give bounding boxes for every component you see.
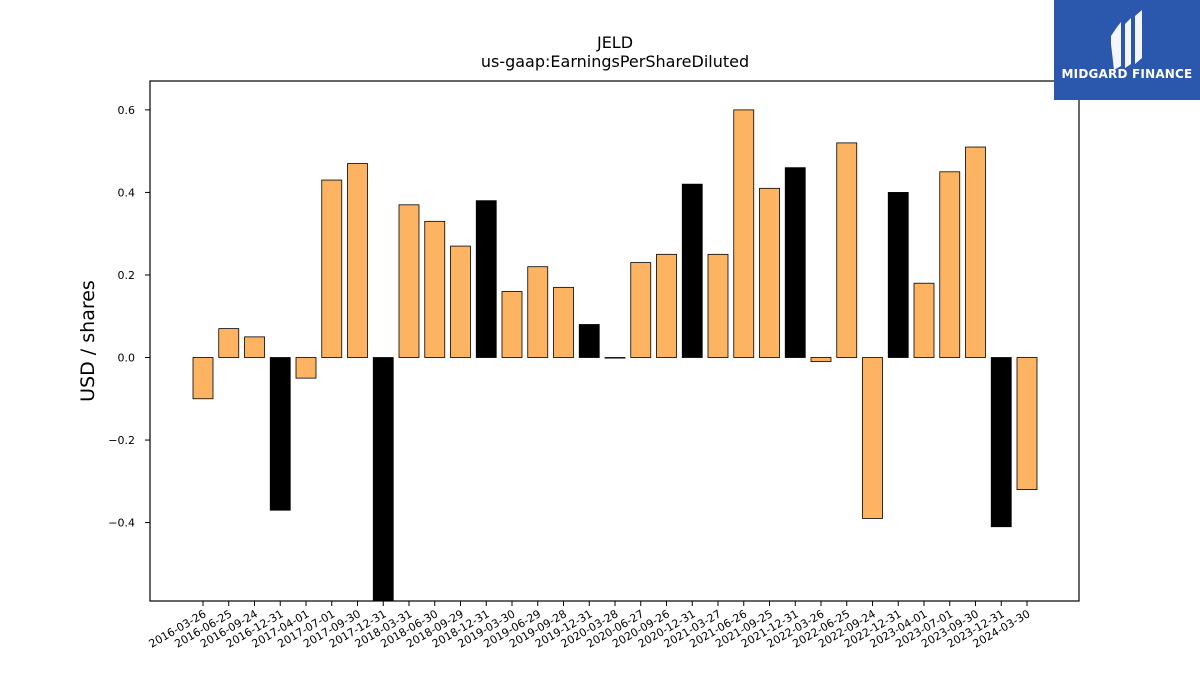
bar-2023-09-30 [965, 146, 986, 358]
bar-2017-09-30 [347, 163, 368, 358]
logo-text: MIDGARD FINANCE [1061, 67, 1193, 81]
y-tick-label: 0.2 [118, 269, 136, 282]
bar-2021-09-25 [759, 187, 780, 358]
bar-2020-06-27 [630, 262, 652, 358]
bar-2017-07-01 [321, 179, 343, 358]
bar-2016-09-24 [244, 336, 265, 358]
bar-2017-04-01 [295, 357, 317, 379]
y-tick-label: 0.0 [118, 352, 136, 365]
bar-2016-06-25 [218, 328, 240, 358]
bars-group [192, 109, 1038, 602]
x-ticks-group: 2016-03-262016-06-252016-09-242016-12-31… [147, 601, 1033, 651]
bar-2019-12-31 [578, 324, 600, 358]
chart-subtitle: us-gaap:EarningsPerShareDiluted [481, 52, 749, 71]
bar-2023-04-01 [913, 282, 935, 358]
bar-2016-03-26 [192, 357, 214, 400]
bar-2018-06-30 [424, 220, 446, 358]
y-tick-label: 0.4 [118, 186, 136, 199]
y-tick-label: −0.2 [108, 434, 135, 447]
chart-title: JELD [596, 33, 633, 52]
company-logo: MIDGARD FINANCE [1054, 0, 1200, 100]
logo-mark-icon [1111, 10, 1142, 70]
bar-2021-12-31 [784, 167, 806, 358]
bar-2022-12-31 [887, 192, 909, 358]
bar-2019-09-28 [553, 286, 574, 358]
bar-2020-03-28 [604, 357, 626, 359]
bar-2021-03-27 [707, 253, 729, 358]
y-tick-label: 0.6 [118, 104, 136, 117]
bar-2022-03-26 [810, 357, 832, 363]
y-tick-label: −0.4 [108, 517, 135, 530]
bar-2022-09-24 [862, 357, 883, 519]
bar-2020-09-26 [656, 253, 677, 358]
bar-2019-06-29 [527, 266, 549, 358]
bar-2018-09-29 [450, 245, 471, 358]
y-axis-label: USD / shares [77, 280, 99, 402]
bar-2024-03-30 [1016, 357, 1038, 490]
bar-2023-12-31 [990, 357, 1012, 528]
bar-2018-03-31 [398, 204, 420, 358]
bar-2020-12-31 [681, 183, 703, 358]
bar-2023-07-01 [939, 171, 961, 358]
bar-2021-06-26 [733, 109, 755, 358]
bar-2016-12-31 [269, 357, 291, 511]
bar-2018-12-31 [475, 200, 497, 358]
bar-2022-06-25 [836, 142, 858, 358]
bar-2017-12-31 [372, 357, 394, 602]
bar-2019-03-30 [501, 291, 523, 358]
y-ticks-group: −0.4 −0.2 0.0 0.2 0.4 0.6 [108, 104, 150, 530]
plot-frame [149, 80, 1080, 602]
